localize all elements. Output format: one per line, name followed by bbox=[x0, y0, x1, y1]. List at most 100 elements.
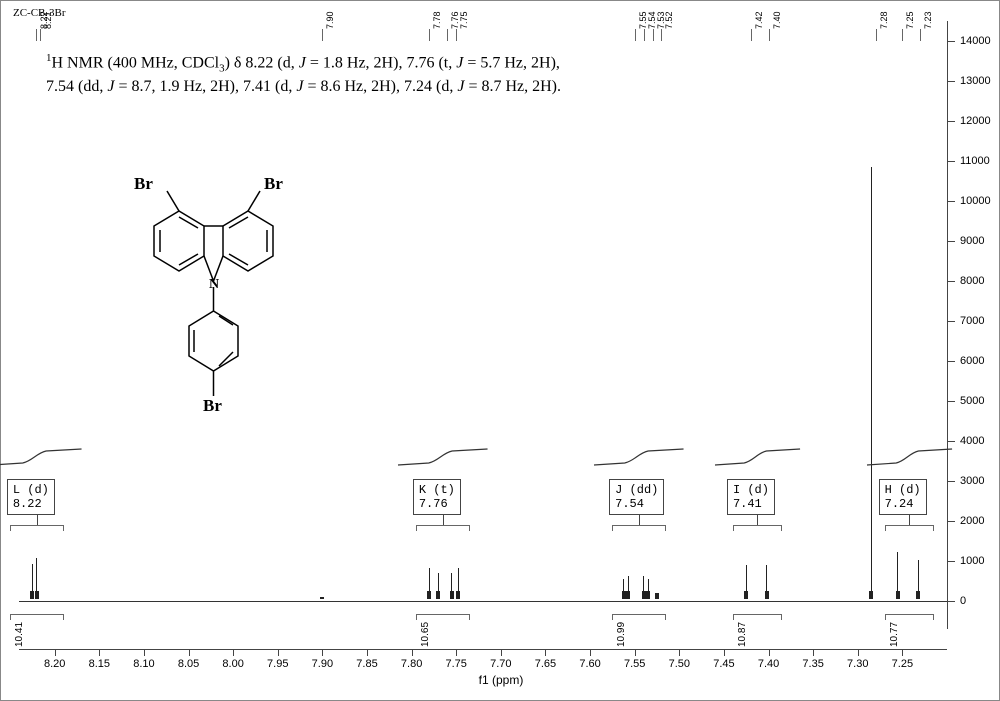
multiplet-drop-line bbox=[37, 515, 38, 525]
x-tick bbox=[724, 649, 725, 656]
x-tick-label: 7.45 bbox=[713, 658, 734, 670]
spectrum-baseline bbox=[19, 601, 947, 602]
x-tick-label: 7.70 bbox=[490, 658, 511, 670]
spectrum-peak bbox=[871, 167, 872, 599]
x-tick bbox=[858, 649, 859, 656]
multiplet-label-box: I (d) 7.41 bbox=[727, 479, 775, 515]
y-tick bbox=[947, 441, 955, 442]
multiplet-drop-line bbox=[757, 515, 758, 525]
multiplet-label-box: J (dd) 7.54 bbox=[609, 479, 664, 515]
x-tick bbox=[813, 649, 814, 656]
x-tick-label: 7.80 bbox=[401, 658, 422, 670]
multiplet-drop-line bbox=[443, 515, 444, 525]
y-tick bbox=[947, 201, 955, 202]
x-tick bbox=[278, 649, 279, 656]
t: = 5.7 Hz, 2H), bbox=[463, 54, 560, 71]
integral-curve bbox=[865, 447, 954, 469]
integral-value: 10.99 bbox=[616, 622, 627, 647]
peak-label-tick bbox=[751, 29, 752, 41]
peak-ppm-label: 7.40 bbox=[772, 11, 782, 29]
peak-label-tick bbox=[661, 29, 662, 41]
spectrum-peak-base bbox=[916, 591, 920, 599]
x-tick bbox=[189, 649, 190, 656]
x-tick-label: 7.40 bbox=[758, 658, 779, 670]
y-tick-label: 1000 bbox=[960, 555, 984, 567]
spectrum-peak-base bbox=[30, 591, 34, 599]
y-tick-label: 11000 bbox=[960, 155, 990, 167]
molecular-structure: N Br Br Br bbox=[116, 156, 311, 456]
peak-label-tick bbox=[40, 29, 41, 41]
x-tick bbox=[902, 649, 903, 656]
x-tick-label: 7.95 bbox=[267, 658, 288, 670]
x-tick-label: 8.15 bbox=[89, 658, 110, 670]
y-tick bbox=[947, 41, 955, 42]
multiplet-range-bar bbox=[10, 525, 64, 531]
x-tick bbox=[545, 649, 546, 656]
y-tick bbox=[947, 121, 955, 122]
t: = 1.8 Hz, 2H), 7.76 (t, bbox=[306, 54, 456, 71]
integral-curve bbox=[713, 447, 802, 469]
x-tick-label: 7.35 bbox=[802, 658, 823, 670]
x-tick bbox=[144, 649, 145, 656]
x-tick bbox=[456, 649, 457, 656]
x-tick bbox=[769, 649, 770, 656]
multiplet-drop-line bbox=[639, 515, 640, 525]
peak-label-tick bbox=[322, 29, 323, 41]
peak-label-tick bbox=[644, 29, 645, 41]
y-tick-label: 10000 bbox=[960, 195, 991, 207]
peak-label-tick bbox=[447, 29, 448, 41]
integral-range-bar bbox=[612, 614, 666, 620]
spectrum-peak-base bbox=[869, 591, 873, 599]
multiplet-range-bar bbox=[416, 525, 470, 531]
multiplet-range-bar bbox=[733, 525, 782, 531]
peak-label-tick bbox=[456, 29, 457, 41]
peak-ppm-label: 7.52 bbox=[664, 11, 674, 29]
x-tick-label: 8.05 bbox=[178, 658, 199, 670]
peak-label-tick bbox=[429, 29, 430, 41]
integral-curve bbox=[0, 447, 84, 469]
peak-label-tick bbox=[902, 29, 903, 41]
x-tick bbox=[501, 649, 502, 656]
multiplet-label-box: K (t) 7.76 bbox=[413, 479, 461, 515]
peak-label-tick bbox=[920, 29, 921, 41]
integral-curve bbox=[592, 447, 686, 469]
multiplet-range-bar bbox=[612, 525, 666, 531]
y-tick bbox=[947, 361, 955, 362]
x-axis bbox=[19, 649, 947, 650]
t: 7.54 (dd, bbox=[46, 78, 107, 95]
spectrum-peak-base bbox=[436, 591, 440, 599]
spectrum-peak-base bbox=[622, 591, 626, 599]
peak-ppm-label: 7.75 bbox=[459, 11, 469, 29]
x-tick bbox=[233, 649, 234, 656]
integral-value: 10.77 bbox=[889, 622, 900, 647]
peak-label-tick bbox=[635, 29, 636, 41]
x-tick-label: 8.20 bbox=[44, 658, 65, 670]
y-tick-label: 5000 bbox=[960, 395, 984, 407]
integral-range-bar bbox=[416, 614, 470, 620]
y-tick bbox=[947, 241, 955, 242]
t: ) δ 8.22 (d, bbox=[225, 54, 299, 71]
y-tick-label: 2000 bbox=[960, 515, 984, 527]
x-tick bbox=[367, 649, 368, 656]
peak-ppm-label: 7.23 bbox=[923, 11, 933, 29]
multiplet-label-box: L (d) 8.22 bbox=[7, 479, 55, 515]
y-tick-label: 14000 bbox=[960, 35, 991, 47]
spectrum-peak-base bbox=[896, 591, 900, 599]
peak-ppm-label: 7.90 bbox=[325, 11, 335, 29]
y-tick-label: 8000 bbox=[960, 275, 984, 287]
spectrum-peak-base bbox=[427, 591, 431, 599]
integral-value: 10.41 bbox=[14, 622, 25, 647]
peak-label-tick bbox=[876, 29, 877, 41]
spectrum-peak-base bbox=[450, 591, 454, 599]
peak-ppm-label: 8.21 bbox=[43, 11, 53, 29]
y-tick bbox=[947, 401, 955, 402]
y-tick-label: 9000 bbox=[960, 235, 984, 247]
spectrum-peak-base bbox=[646, 591, 650, 599]
y-tick bbox=[947, 281, 955, 282]
J: J bbox=[299, 54, 306, 71]
y-axis bbox=[947, 21, 948, 629]
nmr-description: 1H NMR (400 MHz, CDCl3) δ 8.22 (d, J = 1… bbox=[46, 51, 696, 98]
t: = 8.7 Hz, 2H). bbox=[464, 78, 561, 95]
y-tick-label: 4000 bbox=[960, 435, 984, 447]
x-tick-label: 7.75 bbox=[446, 658, 467, 670]
